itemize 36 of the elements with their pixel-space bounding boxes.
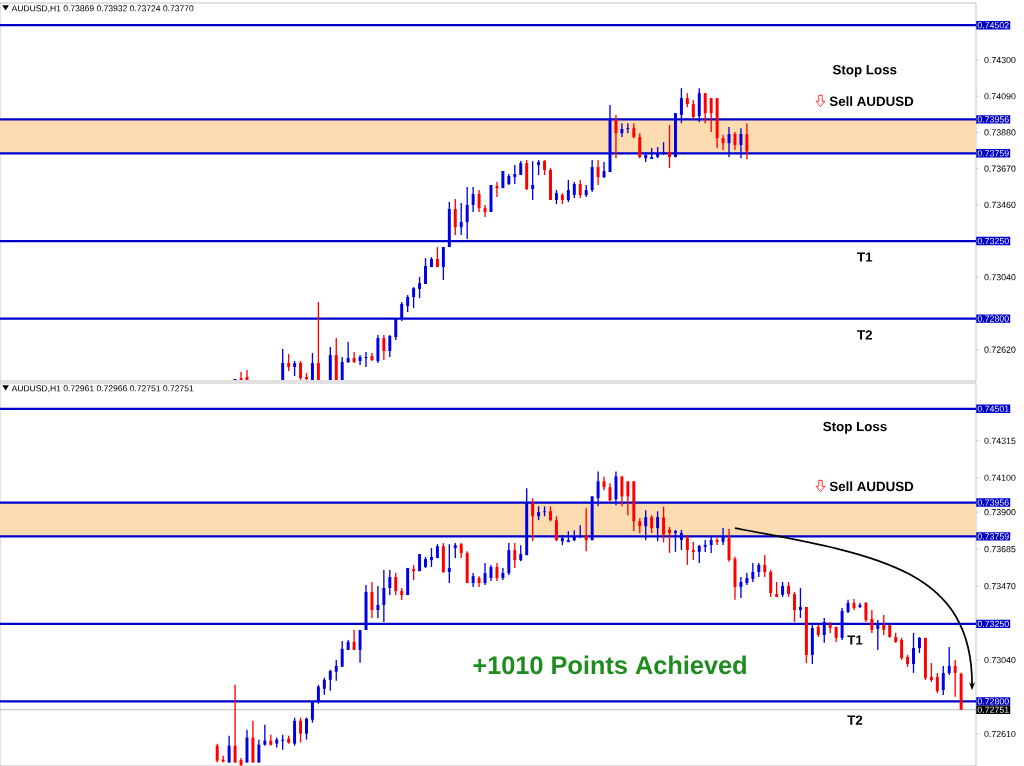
y-tick-label: 0.72620 — [984, 346, 1016, 353]
y-tick-label: 0.73685 — [984, 546, 1016, 553]
chart-title: AUDUSD,H1 0.73869 0.73932 0.73724 0.73770 — [11, 5, 194, 13]
y-tick-label: 0.74300 — [984, 56, 1016, 64]
annotation: Stop Loss — [823, 421, 887, 434]
ref-line-label: 0.72800 — [977, 315, 1009, 322]
annotation: T2 — [847, 715, 863, 725]
y-tick-label: 0.73040 — [984, 656, 1016, 664]
y-tick-label: 0.73670 — [984, 165, 1016, 172]
ref-line-label: 0.72800 — [977, 698, 1009, 705]
y-tick-label: 0.74090 — [984, 93, 1016, 100]
annotation: Sell AUDUSD — [829, 96, 914, 107]
ref-line-label: 0.74501 — [977, 405, 1009, 412]
y-tick-label: 0.74100 — [984, 474, 1016, 481]
chart-title: AUDUSD,H1 0.72961 0.72966 0.72751 0.72751 — [11, 385, 194, 393]
annotation: T1 — [857, 252, 873, 262]
ref-line-label: 0.73250 — [977, 237, 1009, 245]
y-tick-label: 0.73460 — [984, 201, 1016, 208]
ref-line-label: 0.74502 — [977, 22, 1009, 29]
ref-line-label: 0.73956 — [977, 116, 1009, 123]
ref-line-label: 0.73250 — [977, 620, 1009, 628]
annotation: +1010 Points Achieved — [473, 655, 746, 675]
annotation: T1 — [847, 635, 863, 645]
annotation: Sell AUDUSD — [829, 481, 914, 492]
y-tick-label: 0.72610 — [984, 730, 1016, 738]
y-tick-label: 0.74315 — [984, 437, 1016, 444]
y-tick-label: 0.73040 — [984, 274, 1016, 281]
ref-line-label: 0.73759 — [977, 533, 1009, 540]
ref-line-label: 0.73956 — [977, 499, 1009, 506]
y-tick-label: 0.73470 — [984, 582, 1016, 590]
ref-line-label: 0.72751 — [977, 706, 1009, 713]
annotation: T2 — [857, 330, 872, 340]
y-tick-label: 0.73900 — [984, 509, 1016, 516]
y-tick-label: 0.73880 — [984, 129, 1016, 136]
ref-line-label: 0.73759 — [977, 150, 1009, 157]
annotation: Stop Loss — [832, 65, 897, 78]
